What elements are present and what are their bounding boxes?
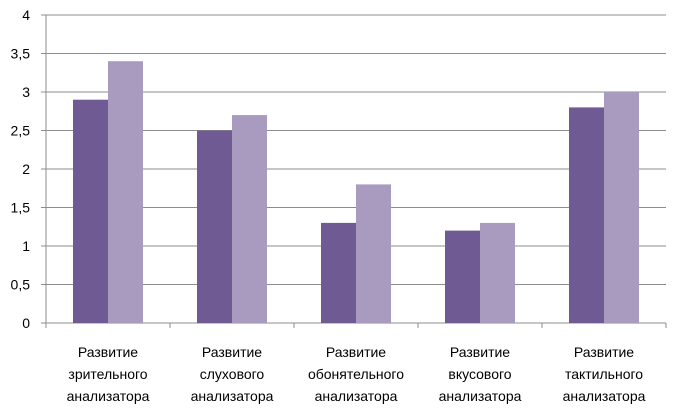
bar [569,107,604,324]
bars [73,61,639,324]
y-tick-label: 2,5 [11,123,31,139]
x-tick-label: Развитие [449,344,511,360]
y-tick-label: 3,5 [11,46,31,62]
x-tick-label: анализатора [438,388,522,404]
bar [480,222,515,323]
x-tick-label: Развитие [573,344,635,360]
y-tick-label: 3 [22,84,30,100]
y-tick-label: 2 [22,161,30,177]
x-tick-label: анализатора [314,388,398,404]
x-tick-label: тактильного [564,366,644,382]
bar [321,222,356,323]
y-tick-label: 1,5 [11,200,31,216]
bar [73,99,108,323]
y-tick-label: 0,5 [11,277,31,293]
x-tick-label: Развитие [201,344,263,360]
y-tick-label: 0 [22,315,30,331]
x-tick-label: зрительного [68,366,148,382]
bar [604,92,639,323]
x-tick-label: анализатора [190,388,274,404]
x-tick-label: вкусового [448,366,512,382]
x-tick-label: Развитие [77,344,139,360]
y-axis-tick-labels: 0 0,5 1 1,5 2 2,5 3 3,5 4 [11,7,31,331]
bar [232,115,267,323]
y-tick-label: 4 [22,7,30,23]
x-tick-label: слухового [199,366,265,382]
x-tick-label: обонятельного [307,366,405,382]
x-tick-label: анализатора [66,388,150,404]
bar [108,61,143,323]
bar [445,230,480,323]
x-tick-label: Развитие [325,344,387,360]
bar [356,184,391,323]
bar [197,130,232,323]
x-tick-label: анализатора [562,388,646,404]
y-tick-label: 1 [22,238,30,254]
